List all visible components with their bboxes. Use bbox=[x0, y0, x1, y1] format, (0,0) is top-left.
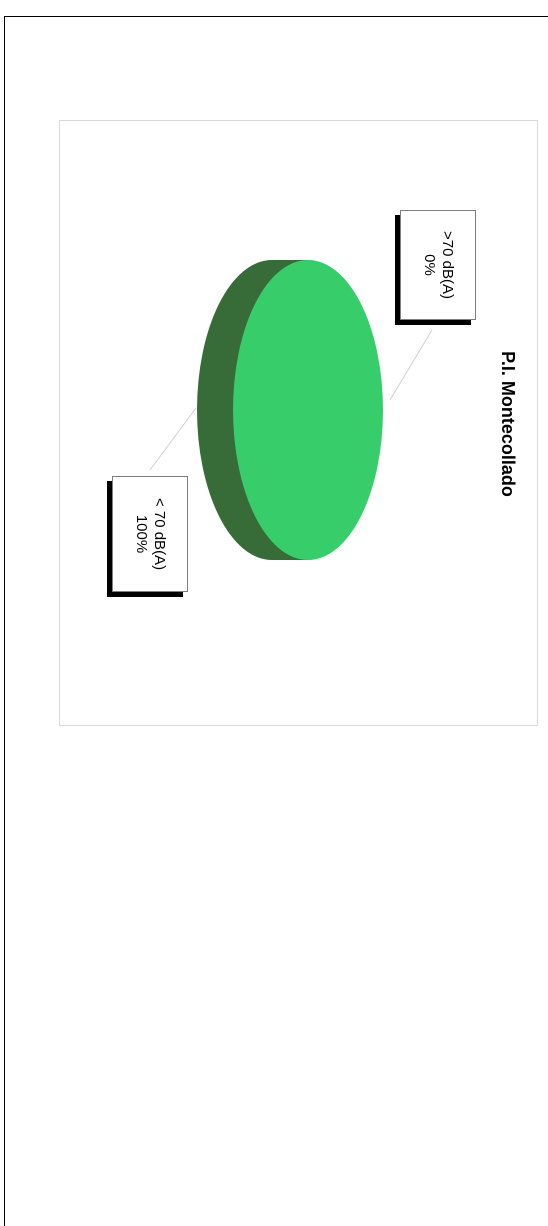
leader-line-low bbox=[149, 407, 197, 471]
leader-line-high bbox=[389, 329, 433, 401]
data-label-high-percent: 0% bbox=[421, 254, 438, 276]
data-label-low-percent: 100% bbox=[133, 514, 150, 554]
chart-title: P.I. Montecollado bbox=[498, 351, 518, 497]
data-label-low: < 70 dB(A) 100% bbox=[112, 476, 188, 592]
pie-slice-0 bbox=[233, 260, 383, 560]
data-label-high-name: >70 dB(A) bbox=[439, 231, 456, 299]
data-label-low-name: < 70 dB(A) bbox=[151, 497, 168, 571]
data-label-high: >70 dB(A) 0% bbox=[400, 210, 476, 320]
